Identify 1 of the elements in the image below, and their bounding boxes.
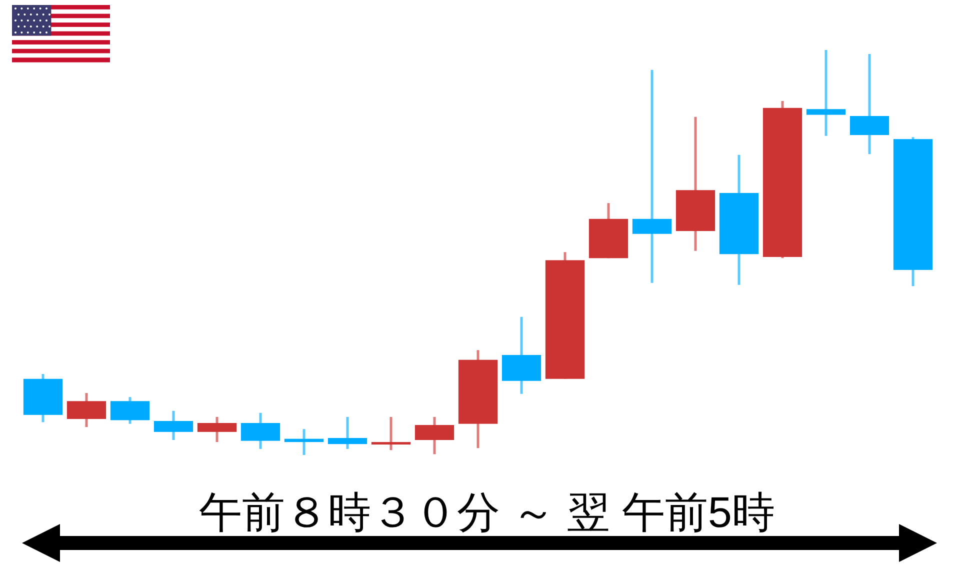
annotation: 午前８時３０分 ～ 翌 午前5時 [199,489,775,537]
